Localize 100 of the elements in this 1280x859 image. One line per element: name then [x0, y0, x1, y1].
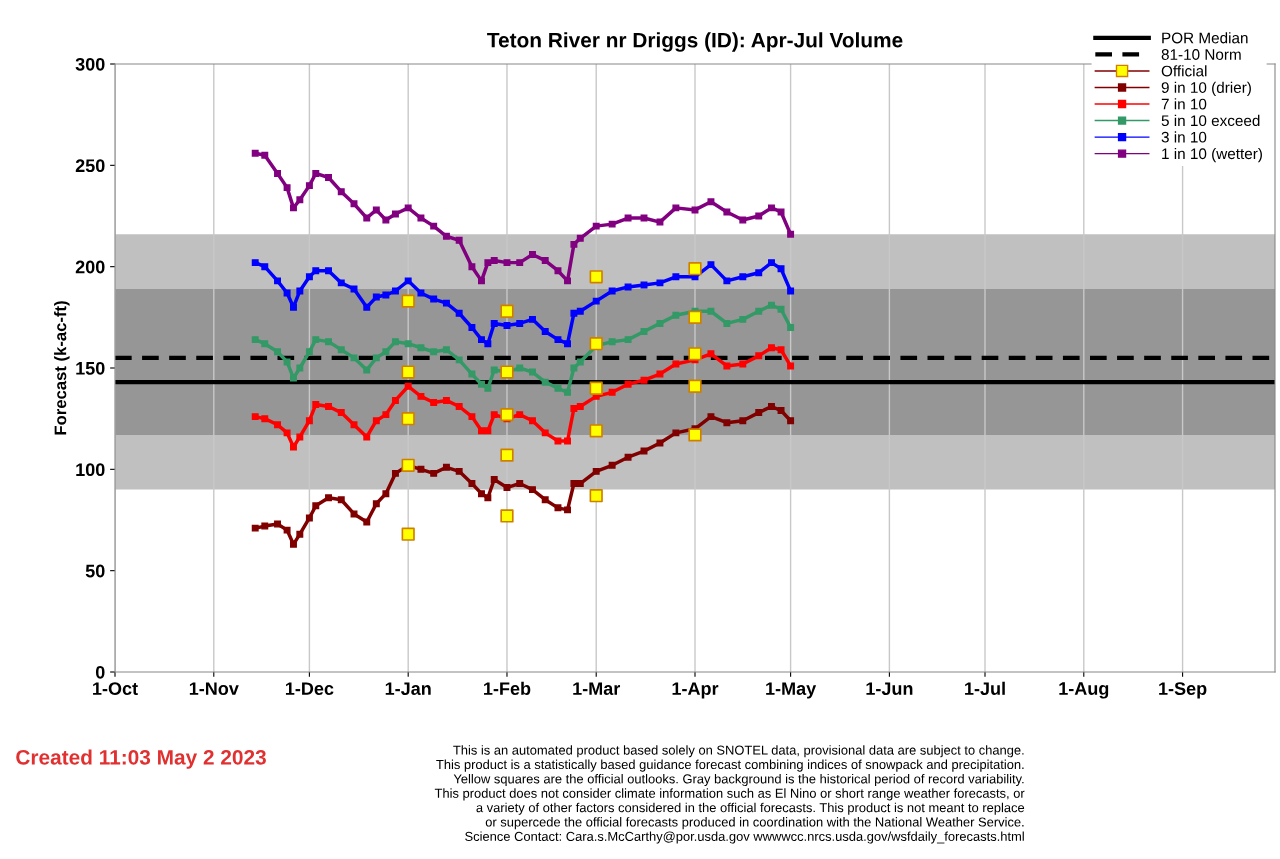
point: [478, 427, 485, 435]
x-tick-label: 1-Nov: [189, 682, 239, 695]
point: [564, 437, 572, 445]
point: [723, 277, 731, 285]
point: [592, 297, 600, 305]
point: [640, 447, 648, 455]
point: [739, 315, 747, 323]
point: [576, 358, 584, 366]
point: [528, 486, 536, 494]
point: [455, 236, 463, 244]
point: [739, 417, 747, 425]
point: [289, 443, 297, 451]
legend-label: 3 in 10: [1161, 131, 1207, 143]
x-tick-label: 1-Jun: [866, 682, 913, 695]
point: [401, 412, 415, 426]
point: [261, 151, 269, 159]
point: [442, 346, 450, 354]
point: [350, 354, 358, 362]
point: [289, 540, 297, 548]
point: [672, 273, 680, 281]
point: [576, 307, 584, 315]
point: [484, 384, 492, 392]
point: [478, 277, 485, 285]
point: [608, 461, 616, 469]
point: [350, 285, 358, 293]
point: [312, 169, 320, 177]
point: [484, 427, 492, 435]
point: [404, 204, 412, 212]
legend-label: Official: [1161, 65, 1207, 77]
point: [707, 261, 715, 269]
x-tick-label: 1-Jul: [965, 681, 1005, 695]
point: [688, 379, 702, 393]
point: [640, 281, 648, 289]
point: [707, 413, 715, 421]
point: [442, 232, 450, 240]
point: [490, 257, 498, 265]
point: [283, 429, 291, 437]
point: [707, 350, 715, 358]
point: [350, 510, 358, 518]
point: [372, 206, 380, 214]
point: [350, 421, 358, 429]
point: [325, 338, 332, 346]
point: [688, 310, 702, 324]
point: [589, 270, 603, 284]
point: [490, 366, 498, 374]
point: [430, 222, 438, 230]
point: [516, 319, 524, 327]
point: [363, 366, 371, 374]
point: [777, 407, 785, 415]
point: [337, 496, 345, 504]
point: [325, 494, 332, 502]
point: [528, 368, 536, 376]
point: [455, 356, 463, 364]
point: [417, 344, 425, 352]
point: [372, 354, 380, 362]
point: [608, 220, 616, 228]
legend-label: POR Median: [1162, 32, 1248, 44]
point: [768, 344, 775, 352]
point: [541, 328, 549, 335]
point: [430, 469, 438, 477]
text: This is an automated product based solely on SNOTEL data, provisional data are subject to change. This product is a statistically based guidance forecast combining indices of snowpack and precipitation. Yellow squares are the official outlooks. Gray background is the historical period of record variability. This product does not consider climate information such as El Nino or short range weather forecasts, or a variety of other factors considered in the official forecasts. This product is not meant to replace or supercede the official forecasts produced in coordination with the National Weather Service. Science Contact: Cara.s.McCarthy@por.usda.gov wwwwcc.nrcs.usda.gov/wsfdaily_forecasts.html: [434, 745, 1025, 844]
point: [723, 208, 731, 216]
point: [484, 494, 492, 502]
point: [417, 289, 425, 297]
text: Created 11:03 May 2 2023: [16, 749, 266, 769]
point: [274, 520, 282, 528]
point: [363, 303, 371, 311]
point: [570, 309, 578, 317]
point: [656, 319, 664, 327]
point: [755, 352, 763, 360]
point: [672, 429, 680, 437]
y-axis-title: Forecast (k-ac-ft): [54, 301, 70, 435]
point: [442, 396, 450, 404]
point: [296, 364, 304, 372]
point: [688, 428, 702, 442]
point: [372, 500, 380, 508]
point: [261, 522, 269, 530]
y-tick-label: 250: [75, 159, 105, 173]
point: [564, 277, 572, 285]
point: [528, 251, 536, 258]
point: [707, 198, 715, 206]
point: [261, 263, 269, 271]
point: [289, 374, 297, 382]
point: [325, 174, 332, 181]
point: [455, 403, 463, 410]
point: [337, 188, 345, 196]
point: [528, 417, 536, 425]
point: [337, 409, 345, 417]
point: [688, 347, 702, 361]
point: [401, 365, 415, 379]
legend-label: 5 in 10 exceed: [1161, 114, 1260, 127]
point: [554, 437, 562, 445]
point: [455, 309, 463, 317]
point: [391, 396, 399, 404]
point: [768, 301, 775, 309]
point: [274, 169, 282, 177]
legend-label: 81-10 Norm: [1161, 49, 1241, 60]
point: [589, 489, 603, 503]
point: [656, 279, 664, 287]
x-tick-label: 1-Jan: [385, 682, 431, 695]
